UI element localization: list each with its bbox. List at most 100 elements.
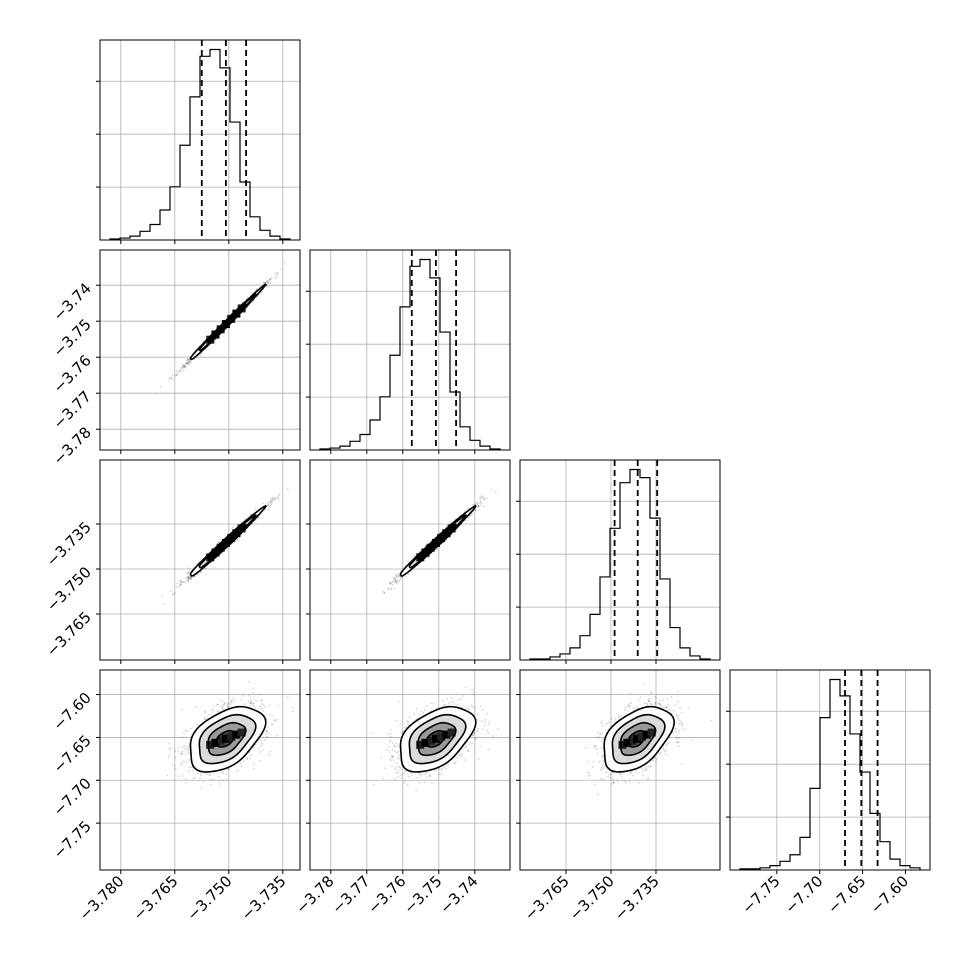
sample-point (186, 361, 189, 364)
sample-point (482, 505, 485, 508)
sample-point (176, 582, 179, 585)
sample-point (486, 729, 489, 732)
sample-point (619, 773, 622, 776)
sample-point (188, 766, 191, 768)
x-tick-label: −3.77 (328, 872, 373, 917)
sample-point (677, 741, 680, 744)
sample-point (177, 746, 180, 749)
density-layer (166, 680, 294, 790)
sample-point (650, 691, 653, 694)
sample-point (214, 341, 217, 344)
sample-point (483, 496, 485, 499)
sample-point (187, 571, 190, 574)
sample-point (205, 348, 208, 351)
sample-point (445, 764, 448, 767)
sample-point (600, 766, 603, 768)
sample-point (274, 720, 276, 722)
sample-point (199, 571, 202, 573)
sample-point (218, 780, 221, 782)
sample-point (265, 736, 268, 739)
sample-point (386, 733, 389, 736)
sample-point (183, 732, 185, 735)
sample-point (389, 582, 392, 585)
sample-point (612, 778, 615, 781)
sample-point (184, 366, 187, 369)
sample-point (391, 742, 394, 745)
sample-point (659, 703, 661, 706)
sample-point (247, 680, 250, 683)
sample-point (246, 757, 249, 760)
density-layer (585, 683, 713, 795)
sample-point (189, 577, 192, 579)
sample-point (644, 768, 647, 771)
sample-point (476, 714, 479, 717)
sample-point (442, 703, 445, 706)
sample-point (254, 706, 257, 709)
sample-point (218, 710, 221, 712)
sample-point (471, 742, 474, 745)
sample-point (394, 579, 397, 582)
contour-line (426, 532, 447, 552)
sample-point (276, 718, 278, 721)
sample-point (190, 766, 193, 768)
sample-point (180, 581, 183, 583)
sample-point (597, 793, 600, 795)
sample-point (600, 746, 603, 749)
sample-point (459, 697, 462, 700)
panel-frame (99, 459, 301, 661)
sample-point (481, 494, 484, 497)
sample-point (229, 703, 232, 706)
sample-point (181, 366, 183, 369)
sample-point (658, 753, 661, 756)
sample-point (396, 580, 398, 583)
sample-point (188, 749, 190, 752)
sample-point (659, 699, 662, 702)
sample-point (648, 765, 651, 768)
sample-point (479, 501, 482, 504)
sample-point (472, 734, 475, 737)
sample-point (662, 699, 665, 701)
sample-point (404, 770, 407, 773)
sample-point (208, 773, 211, 776)
sample-point (226, 778, 229, 781)
sample-point (610, 783, 613, 785)
sample-point (256, 296, 259, 298)
sample-point (272, 715, 275, 718)
sample-point (252, 704, 255, 707)
sample-point (268, 278, 271, 281)
sample-point (623, 709, 626, 712)
sample-point (182, 760, 185, 763)
sample-point (601, 756, 604, 758)
sample-point (601, 767, 603, 770)
sample-point (187, 578, 190, 581)
sample-point (383, 592, 386, 595)
sample-point (271, 499, 274, 502)
sample-point (286, 487, 289, 490)
sample-point (496, 728, 499, 730)
sample-point (407, 720, 410, 723)
sample-point (236, 539, 239, 541)
sample-point (387, 588, 390, 591)
sample-point (187, 360, 190, 363)
sample-point (219, 699, 222, 701)
sample-point (678, 722, 680, 725)
sample-point (484, 724, 486, 727)
sample-point (389, 588, 392, 591)
sample-point (187, 577, 190, 579)
sample-point (168, 742, 170, 745)
contour-line (198, 713, 257, 765)
sample-point (442, 699, 444, 702)
sample-point (650, 702, 652, 705)
sample-point (679, 720, 682, 723)
sample-point (178, 369, 181, 372)
sample-point (481, 719, 484, 722)
sample-point (629, 771, 632, 774)
sample-point (179, 370, 182, 373)
sample-point (187, 567, 190, 570)
sample-point (482, 498, 485, 501)
sample-point (473, 504, 475, 506)
sample-point (241, 301, 243, 304)
sample-point (425, 776, 428, 778)
sample-point (274, 497, 276, 500)
sample-point (174, 767, 177, 770)
